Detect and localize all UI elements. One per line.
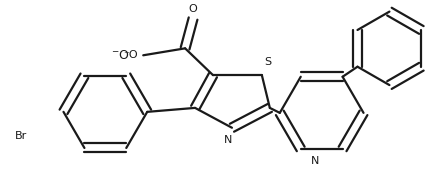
Text: S: S [264, 57, 271, 67]
Text: $^{-}$O: $^{-}$O [111, 49, 130, 62]
Text: N: N [224, 135, 232, 145]
Text: O: O [189, 4, 197, 14]
Text: N: N [311, 157, 319, 166]
Text: Br: Br [15, 131, 27, 141]
Text: ⁻O: ⁻O [123, 50, 137, 60]
